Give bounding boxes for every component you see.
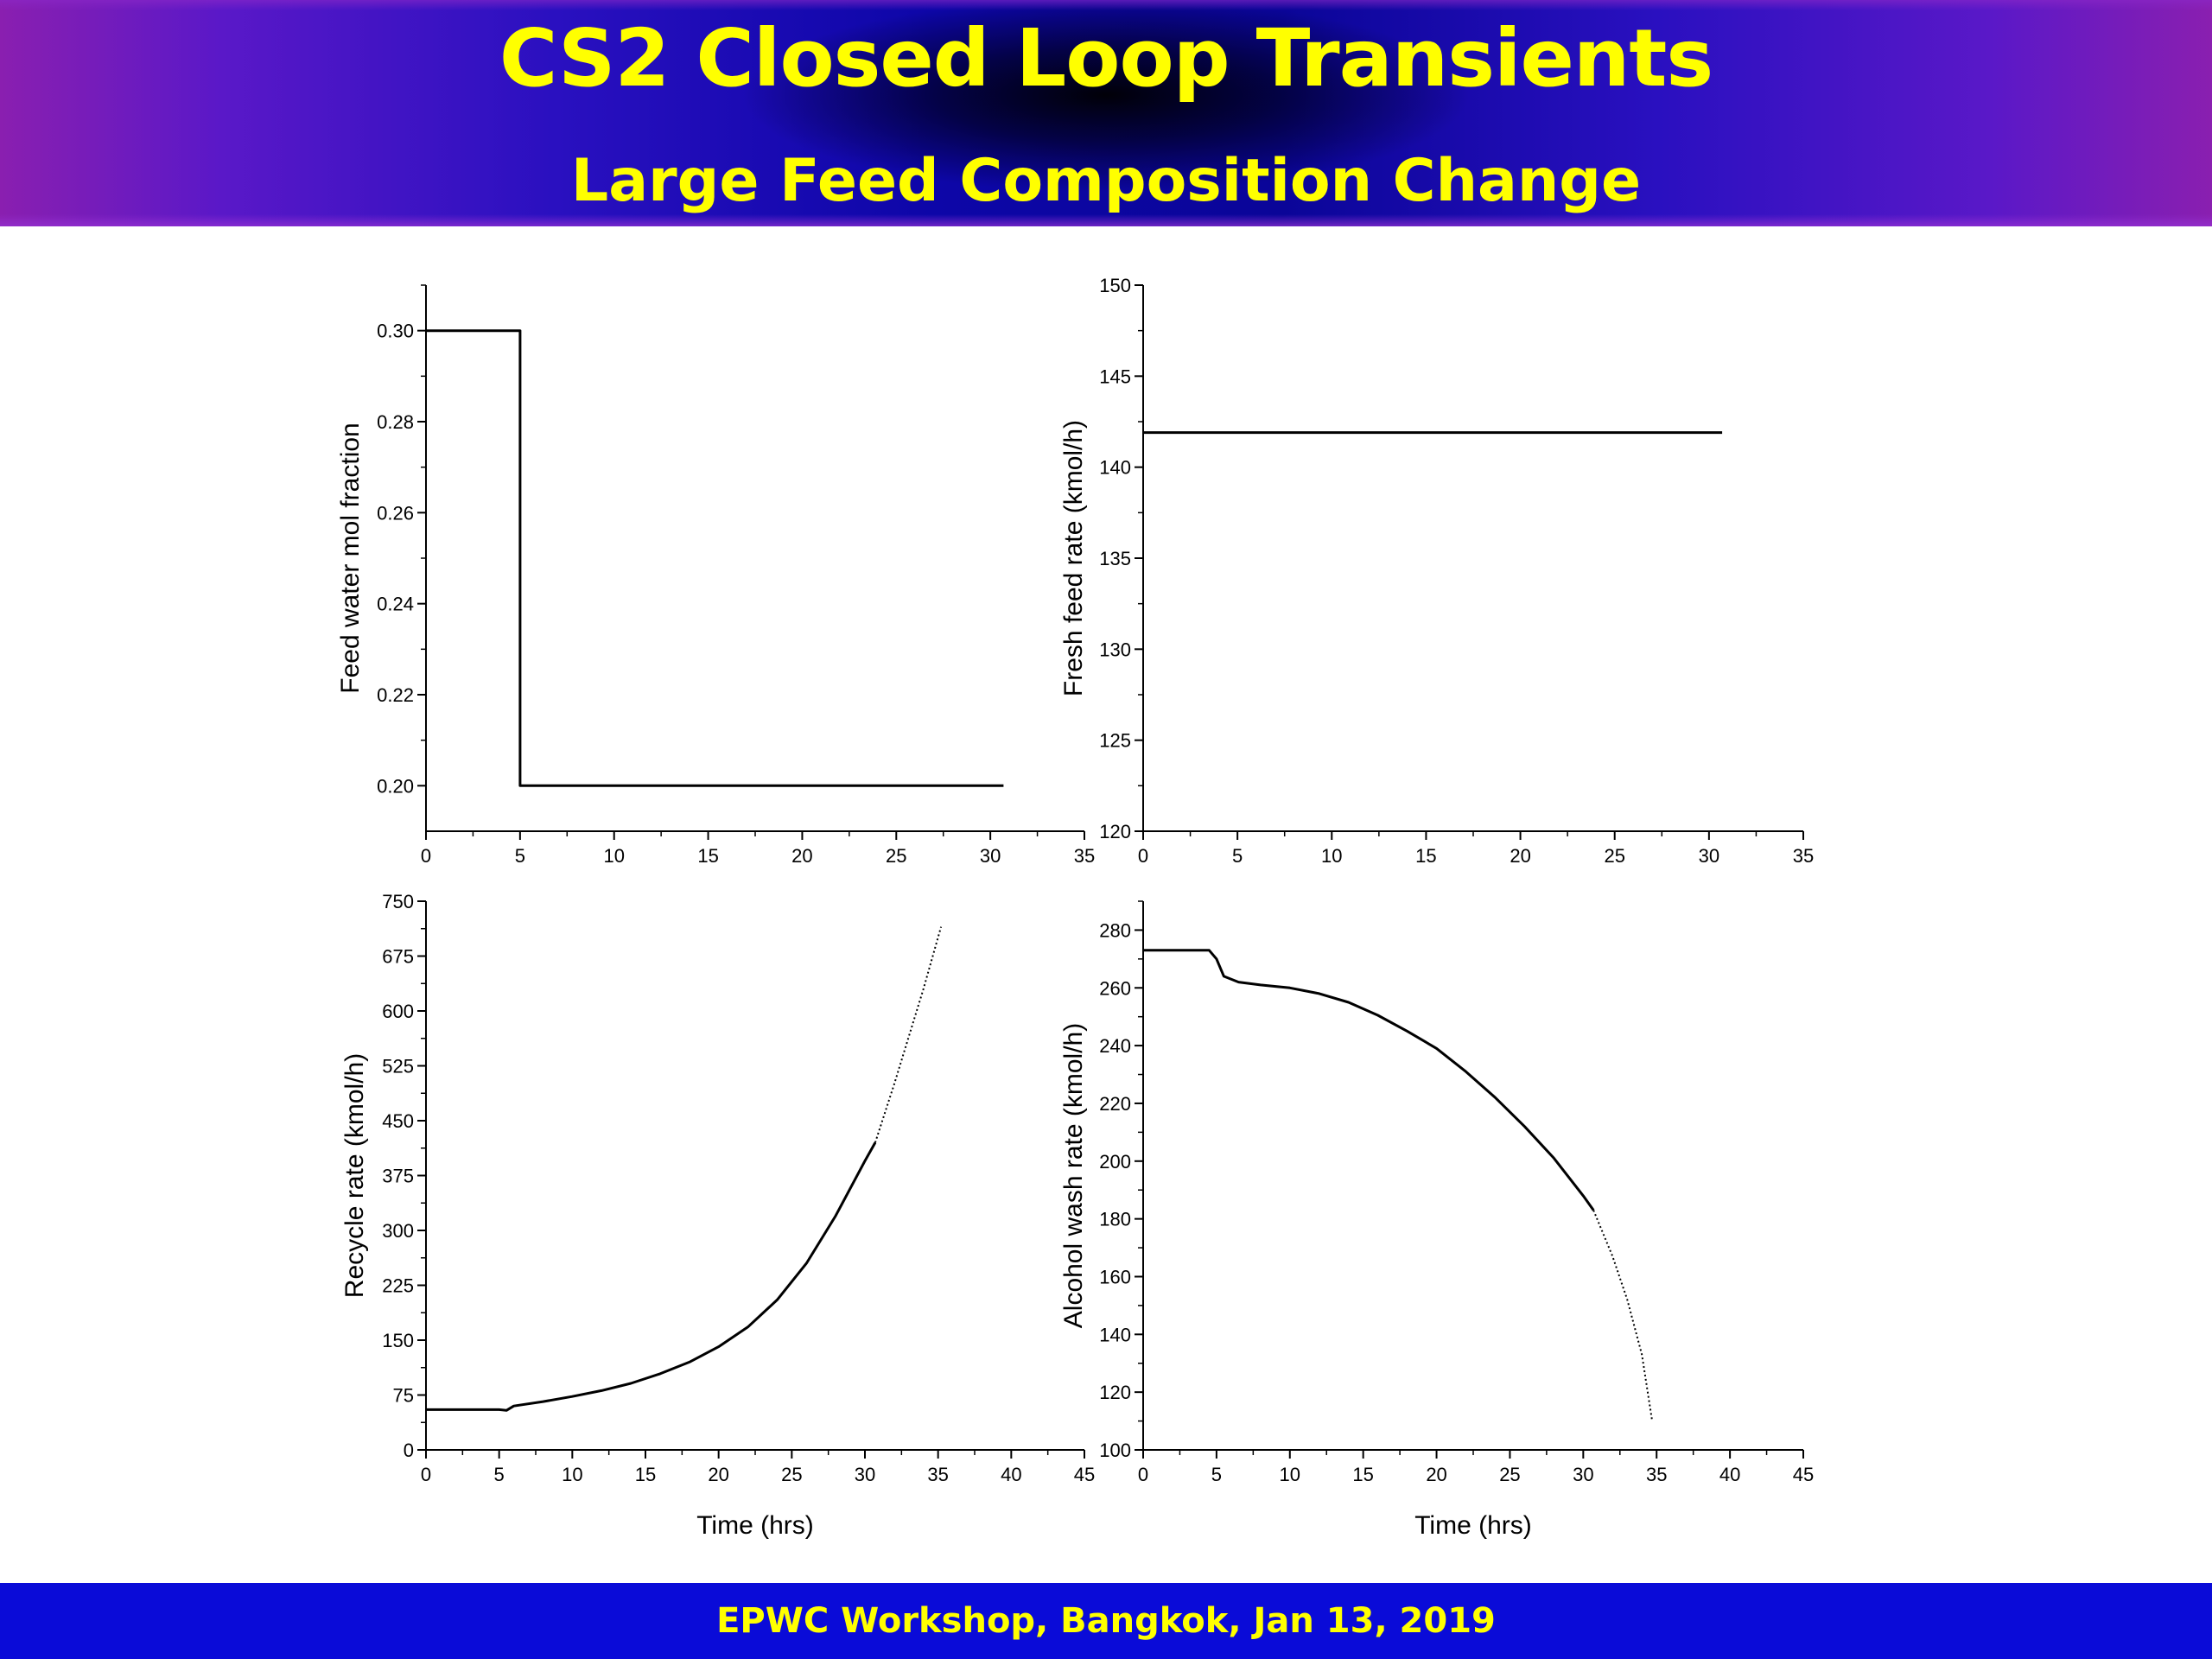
x-tick-label: 45 [1793,1464,1814,1485]
series-line [426,329,1004,787]
y-tick-label: 0.28 [377,411,414,433]
x-tick-label: 30 [855,1464,875,1485]
x-tick-label: 35 [1646,1464,1667,1485]
y-tick-label: 280 [1099,919,1131,941]
y-tick-label: 750 [382,891,414,912]
y-tick-label: 0.26 [377,502,414,524]
y-tick-label: 0.30 [377,321,414,342]
slide-subtitle: Large Feed Composition Change [570,147,1642,215]
x-tick-label: 0 [421,845,431,867]
y-tick-label: 450 [382,1110,414,1132]
x-tick-label: 5 [1211,1464,1222,1485]
x-tick-label: 5 [515,845,525,867]
x-tick-label: 20 [708,1464,728,1485]
x-tick-label: 10 [603,845,624,867]
x-tick-label: 40 [1719,1464,1740,1485]
x-tick-label: 20 [1510,845,1530,867]
y-tick-label: 525 [382,1056,414,1077]
y-tick-label: 75 [393,1385,414,1407]
y-tick-label: 135 [1099,548,1131,569]
footer-banner: EPWC Workshop, Bangkok, Jan 13, 2019 [0,1583,2212,1659]
y-tick-label: 375 [382,1166,414,1187]
x-tick-label: 15 [697,845,718,867]
y-tick-label: 300 [382,1220,414,1242]
x-tick-label: 10 [1321,845,1342,867]
y-tick-label: 260 [1099,977,1131,999]
y-tick-label: 120 [1099,821,1131,842]
y-tick-label: 145 [1099,365,1131,387]
banner-top-glow [0,0,2212,10]
y-tick-label: 240 [1099,1035,1131,1057]
x-tick-label: 5 [1232,845,1243,867]
y-tick-label: 100 [1099,1440,1131,1461]
y-tick-label: 140 [1099,457,1131,479]
chart-4: 100 120 140 160 180 200 220 240 260 280 0 5 10 15 20 25… [1059,900,1814,1540]
banner-bottom-glow [0,214,2212,226]
series-line-dotted [1592,1210,1654,1421]
footer-text: EPWC Workshop, Bangkok, Jan 13, 2019 [716,1601,1496,1641]
series-line [1143,949,1595,1211]
y-tick-label: 130 [1099,639,1131,660]
chart-2: 120 125 130 135 140 145 150 0 5 10 15 20 25 30 35 Fresh… [1059,275,1814,867]
y-tick-label: 150 [382,1330,414,1351]
series-line [426,1141,877,1412]
x-tick-label: 15 [635,1464,656,1485]
x-tick-label: 35 [1793,845,1814,867]
y-tick-label: 160 [1099,1266,1131,1287]
x-tick-label: 20 [1426,1464,1446,1485]
x-tick-label: 5 [494,1464,505,1485]
x-tick-label: 30 [1573,1464,1593,1485]
y-tick-label: 200 [1099,1151,1131,1173]
x-tick-label: 25 [781,1464,802,1485]
y-tick-label: 220 [1099,1093,1131,1115]
x-tick-label: 25 [886,845,906,867]
y-tick-label: 0.24 [377,594,414,615]
x-tick-label: 20 [791,845,812,867]
x-tick-label: 40 [1001,1464,1021,1485]
y-tick-label: 675 [382,946,414,968]
y-tick-label: 0 [404,1440,414,1461]
x-tick-label: 35 [927,1464,948,1485]
x-tick-label: 10 [1280,1464,1300,1485]
slide-title: CS2 Closed Loop Transients [499,12,1713,105]
x-tick-label: 15 [1352,1464,1373,1485]
x-axis-label: Time (hrs) [1414,1511,1532,1540]
y-tick-label: 125 [1099,730,1131,752]
x-tick-label: 35 [1074,845,1095,867]
y-tick-label: 600 [382,1001,414,1022]
y-tick-label: 120 [1099,1382,1131,1403]
x-tick-label: 0 [421,1464,431,1485]
series-line-dotted [874,926,943,1143]
x-tick-label: 30 [1699,845,1719,867]
y-axis-label: Fresh feed rate (kmol/h) [1059,420,1088,696]
y-axis-label: Alcohol wash rate (kmol/h) [1059,1023,1088,1328]
x-axis-label: Time (hrs) [696,1511,814,1540]
x-tick-label: 0 [1138,1464,1148,1485]
x-tick-label: 30 [980,845,1001,867]
x-tick-label: 25 [1499,1464,1520,1485]
chart-3: 0 75 150 225 300 375 450 525 600 675 750 0 5 10 15 20 25… [340,891,1095,1540]
y-axis-label: Recycle rate (kmol/h) [340,1053,369,1298]
x-tick-label: 0 [1138,845,1148,867]
y-tick-label: 180 [1099,1209,1131,1230]
x-tick-label: 45 [1074,1464,1095,1485]
y-tick-label: 0.22 [377,684,414,706]
x-tick-label: 10 [562,1464,582,1485]
x-tick-label: 25 [1604,845,1624,867]
y-tick-label: 150 [1099,275,1131,296]
y-tick-label: 225 [382,1275,414,1297]
y-tick-label: 0.20 [377,775,414,797]
y-tick-label: 140 [1099,1324,1131,1345]
title-banner: CS2 Closed Loop Transients Large Feed Co… [0,0,2212,226]
y-axis-label: Feed water mol fraction [336,423,365,693]
x-tick-label: 15 [1415,845,1436,867]
chart-1: 0.20 0.22 0.24 0.26 0.28 0.30 0 5 10 15 20 25 30 35 Fe… [336,284,1095,867]
